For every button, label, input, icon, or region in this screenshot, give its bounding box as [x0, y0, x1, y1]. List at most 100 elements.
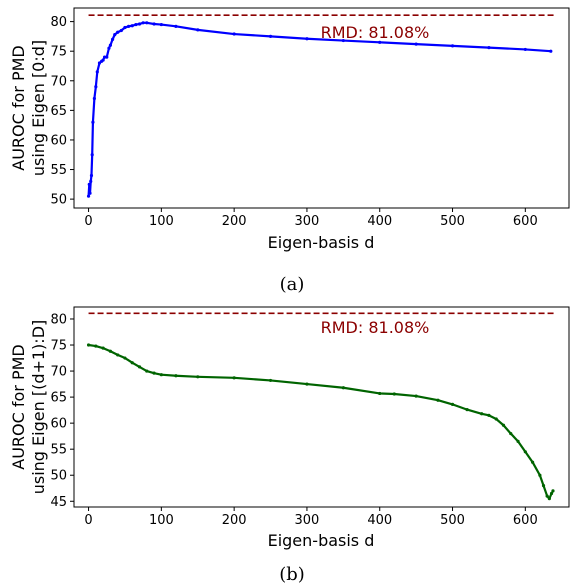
data-point-b-22 [465, 408, 469, 412]
data-point-a-30 [174, 24, 178, 28]
data-point-b-16 [341, 386, 345, 390]
data-point-b-1 [94, 344, 98, 348]
data-point-b-6 [130, 361, 134, 365]
y-tick-label-b-0: 45 [50, 495, 67, 510]
x-tick-label-a-4: 400 [367, 214, 392, 229]
data-point-a-32 [232, 32, 236, 36]
data-point-b-10 [159, 373, 163, 377]
y-tick-label-b-2: 55 [50, 443, 67, 458]
data-point-a-35 [341, 38, 345, 43]
data-point-a-3 [89, 179, 93, 183]
data-point-b-24 [487, 413, 491, 417]
data-point-a-15 [107, 46, 111, 50]
data-point-a-19 [116, 30, 120, 34]
panel-b: RMD: 81.08% Eigen-basis d AUROC for PMD … [9, 306, 570, 585]
data-point-a-20 [119, 28, 123, 33]
data-point-b-8 [145, 369, 149, 373]
plot-area-frame-a [73, 7, 570, 209]
x-tick-label-b-2: 200 [222, 513, 247, 528]
y-tick-label-a-1: 55 [50, 163, 67, 178]
data-point-a-1 [87, 182, 91, 186]
y-axis-label-a-line1: AUROC for PMD [9, 45, 28, 170]
data-point-a-0 [86, 194, 91, 198]
data-point-a-7 [92, 96, 96, 101]
data-point-b-28 [516, 439, 520, 443]
data-point-a-9 [95, 70, 99, 74]
data-point-a-5 [90, 153, 94, 157]
data-point-b-18 [392, 392, 396, 396]
data-point-a-4 [89, 173, 94, 178]
x-tick-label-a-1: 100 [149, 214, 174, 229]
data-point-a-38 [450, 44, 455, 48]
data-point-b-15 [305, 382, 309, 386]
data-point-b-4 [116, 353, 120, 357]
series-line-b-0 [87, 343, 555, 500]
y-tick-label-a-0: 50 [50, 193, 67, 208]
y-tick-label-b-1: 50 [50, 469, 67, 484]
data-point-b-7 [137, 365, 142, 369]
data-point-b-27 [509, 431, 513, 436]
data-point-b-20 [436, 398, 440, 402]
data-point-a-28 [152, 22, 156, 26]
panel-a: RMD: 81.08% Eigen-basis d AUROC for PMD … [9, 7, 570, 295]
data-point-b-31 [538, 473, 542, 477]
data-point-a-2 [88, 191, 92, 195]
x-tick-label-a-3: 300 [295, 214, 320, 229]
y-tick-label-b-4: 65 [50, 391, 67, 406]
data-point-a-16 [108, 43, 112, 47]
y-tick-label-a-3: 65 [50, 104, 67, 119]
data-point-a-18 [113, 33, 117, 37]
data-point-a-21 [123, 25, 127, 30]
reference-line-label-a: RMD: 81.08% [321, 23, 430, 42]
x-tick-label-b-4: 400 [367, 513, 392, 528]
data-point-a-14 [105, 55, 109, 59]
data-point-b-3 [108, 349, 112, 353]
data-point-b-35 [549, 491, 554, 496]
data-point-b-19 [414, 394, 418, 398]
x-axis-label-a: Eigen-basis d [268, 233, 375, 252]
x-tick-label-a-5: 500 [440, 214, 465, 229]
data-point-a-29 [159, 22, 163, 27]
data-point-a-31 [196, 28, 200, 32]
y-axis-label-b-line1: AUROC for PMD [9, 344, 28, 469]
data-point-b-11 [174, 374, 178, 378]
data-point-b-14 [268, 378, 273, 383]
y-tick-label-a-6: 80 [50, 15, 67, 30]
data-point-b-17 [378, 391, 382, 396]
data-point-a-27 [145, 21, 149, 25]
x-tick-label-b-0: 0 [84, 513, 92, 528]
data-point-a-23 [130, 24, 134, 28]
data-point-b-12 [196, 375, 200, 379]
data-point-a-33 [268, 34, 273, 39]
y-tick-label-b-7: 80 [50, 312, 67, 327]
data-point-b-21 [450, 402, 455, 406]
data-point-a-26 [141, 21, 145, 25]
x-tick-label-b-3: 300 [295, 513, 320, 528]
data-point-b-36 [551, 489, 555, 493]
data-point-a-39 [487, 46, 491, 50]
data-point-a-40 [523, 47, 527, 52]
data-point-a-8 [94, 85, 98, 89]
data-point-a-34 [305, 37, 309, 41]
data-point-b-25 [494, 417, 498, 421]
data-point-b-30 [531, 460, 535, 464]
data-point-b-5 [123, 356, 127, 360]
data-point-a-22 [126, 24, 131, 28]
data-point-b-29 [523, 450, 527, 454]
reference-line-label-b: RMD: 81.08% [321, 318, 430, 337]
x-tick-label-a-0: 0 [84, 214, 92, 229]
y-tick-label-b-3: 60 [50, 417, 67, 432]
y-tick-label-b-6: 75 [50, 339, 67, 354]
caption-a: (a) [280, 274, 305, 295]
data-point-b-23 [480, 412, 484, 416]
data-point-b-9 [152, 371, 156, 375]
data-point-b-2 [101, 346, 105, 350]
data-point-b-0 [86, 343, 91, 347]
y-axis-label-b-line2: using Eigen [(d+1):D] [29, 320, 48, 495]
data-point-a-12 [101, 58, 105, 62]
data-point-a-36 [378, 40, 382, 44]
data-point-b-26 [501, 423, 506, 427]
data-point-b-33 [545, 494, 549, 498]
data-point-a-41 [549, 49, 553, 53]
